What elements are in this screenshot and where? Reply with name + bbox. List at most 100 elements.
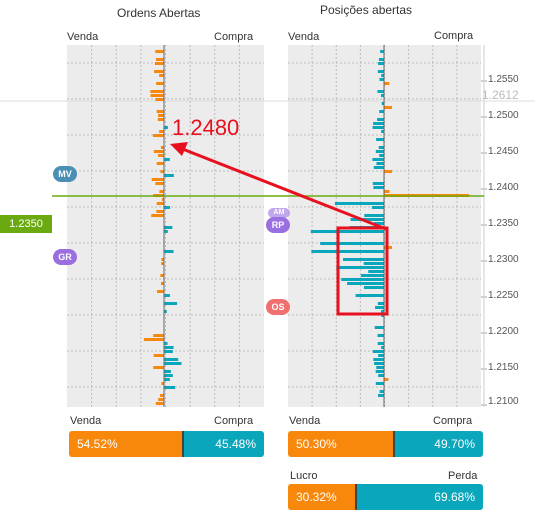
orders-sell-bar (153, 366, 164, 369)
orders-buy-pct: 45.48% (215, 437, 256, 451)
orders-buy-bar (164, 386, 176, 389)
positions-panel-title: Posições abertas (320, 3, 413, 17)
orders-buy-bar (164, 370, 171, 373)
positions-buy-bar (375, 150, 384, 153)
positions-buy-bar (342, 258, 384, 261)
positions-buy-bar (375, 306, 384, 309)
price-tick: 1.2550 (488, 74, 519, 85)
annotation-price-label: 1.2480 (172, 115, 240, 140)
orders-ratio-bar: 54.52% 45.48% (69, 431, 264, 457)
orders-sell-bar (160, 170, 164, 173)
orders-sell-bar (159, 74, 164, 77)
orders-buy-bar (164, 126, 168, 129)
price-tick: 1.2200 (488, 326, 519, 337)
profit-segment: 30.32% (288, 484, 355, 510)
orders-buy-bar (164, 250, 174, 253)
positions-sell-label: Venda (288, 31, 320, 43)
positions-buy-bar (377, 118, 384, 121)
orders-sell-bar (153, 354, 164, 357)
orders-sell-bar (159, 394, 164, 397)
orders-summary-sell-label: Venda (70, 415, 102, 427)
marker-rp[interactable]: RP (266, 217, 290, 233)
orders-buy-bar (164, 350, 173, 353)
positions-buy-bar (377, 90, 384, 93)
orders-sell-bar (161, 382, 164, 385)
orders-sell-bar (160, 274, 164, 277)
orders-sell-bar (153, 150, 164, 153)
orders-sell-bar (159, 130, 164, 133)
positions-buy-bar (381, 346, 384, 349)
orders-buy-bar (164, 362, 182, 365)
positions-buy-bar (334, 202, 384, 205)
orders-sell-bar (150, 90, 164, 93)
orders-sell-bar (157, 118, 164, 121)
positions-buy-bar (379, 154, 384, 157)
positions-buy-bar (373, 186, 384, 189)
marker-mv[interactable]: MV (53, 166, 77, 182)
orders-buy-bar (164, 302, 178, 305)
orders-sell-label: Venda (67, 31, 99, 43)
orders-sell-bar (143, 338, 164, 341)
marker-am[interactable]: AM (268, 208, 290, 218)
orders-sell-bar (160, 146, 164, 149)
positions-buy-bar (375, 382, 384, 385)
orders-sell-segment: 54.52% (69, 431, 182, 457)
positions-buy-bar (377, 342, 384, 345)
positions-sell-bar (384, 190, 390, 193)
positions-buy-bar (380, 310, 384, 313)
positions-buy-bar (363, 262, 384, 265)
positions-sell-pct: 50.30% (296, 437, 337, 451)
positions-buy-bar (372, 350, 384, 353)
positions-ratio-divider (393, 431, 395, 457)
positions-buy-bar (320, 242, 384, 245)
price-tick: 1.2450 (488, 146, 519, 157)
marker-os[interactable]: OS (266, 299, 290, 315)
positions-buy-bar (375, 370, 384, 373)
orders-summary-buy-label: Compra (214, 415, 254, 427)
positions-summary-sell-label: Venda (289, 415, 321, 427)
positions-buy-bar (379, 390, 384, 393)
orders-sell-bar (161, 262, 164, 265)
positions-buy-bar (376, 162, 384, 165)
positions-buy-bar (341, 278, 384, 281)
price-tick: 1.2500 (488, 110, 519, 121)
orders-sell-bar (151, 178, 164, 181)
orders-buy-bar (164, 374, 173, 377)
positions-buy-bar (381, 102, 384, 105)
price-tick: 1.2400 (488, 182, 519, 193)
positions-sell-bar (384, 170, 392, 173)
positions-buy-bar (377, 70, 384, 73)
orders-sell-bar (156, 202, 164, 205)
loss-label: Perda (448, 470, 478, 482)
orders-buy-bar (164, 310, 167, 313)
positions-buy-bar (373, 122, 384, 125)
loss-pct: 69.68% (434, 490, 475, 504)
positions-buy-bar (376, 138, 384, 141)
orders-buy-bar (164, 158, 170, 161)
positions-buy-bar (347, 282, 384, 285)
price-tick: 1.2350 (488, 218, 519, 229)
positions-buy-bar (360, 274, 384, 277)
marker-gr[interactable]: GR (53, 249, 77, 265)
positions-sell-segment: 50.30% (288, 431, 393, 457)
positions-summary-buy-label: Compra (433, 415, 473, 427)
positions-ratio-bar: 50.30% 49.70% (288, 431, 483, 457)
current-price-tag: 1.2350 (0, 215, 52, 233)
positions-buy-pct: 49.70% (434, 437, 475, 451)
positions-buy-bar (311, 250, 384, 253)
positions-buy-bar (374, 362, 384, 365)
orders-sell-bar (151, 214, 164, 217)
orders-sell-bar (156, 82, 164, 85)
orders-sell-bar (157, 290, 164, 293)
positions-buy-bar (373, 166, 384, 169)
price-tick: 1.2300 (488, 254, 519, 265)
positions-buy-bar (350, 218, 384, 221)
positions-buy-bar (380, 50, 384, 53)
orders-buy-bar (164, 226, 173, 229)
orders-buy-bar (164, 206, 170, 209)
price-tick: 1.2100 (488, 396, 519, 407)
current-price-faded: 1.2612 (482, 88, 519, 102)
orders-sell-bar (161, 198, 164, 201)
positions-buy-bar (374, 326, 384, 329)
positions-buy-bar (378, 374, 384, 377)
